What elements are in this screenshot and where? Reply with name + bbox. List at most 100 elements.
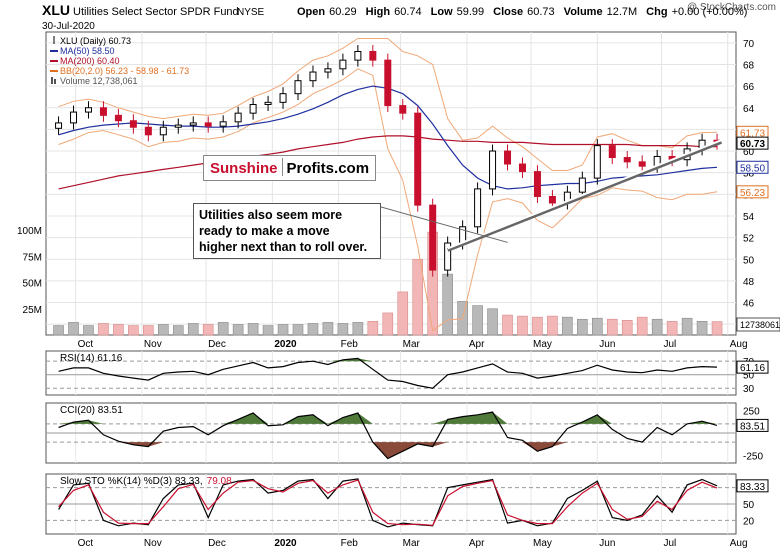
candle-body-30	[504, 150, 512, 165]
quote-value-2: 59.99	[457, 6, 485, 18]
candle-body-7	[159, 126, 167, 136]
brand-part-2: Profits.com	[286, 160, 370, 177]
legend-volume-icon-b-4	[54, 79, 56, 84]
price-axis: 7068666462605856545250484644	[743, 39, 755, 331]
candle-body-35	[578, 177, 586, 193]
volume-bar-38	[621, 319, 633, 336]
price-candles	[55, 44, 721, 277]
volume-bar-32	[532, 316, 543, 336]
x-label-bottom-7: May	[533, 538, 552, 549]
legend-text-2: MA(200) 60.40	[60, 56, 120, 66]
candle-body-0	[55, 122, 63, 129]
cci-panel: 250 -250 83.51 CCI(20) 83.51	[45, 402, 769, 464]
quote-label-5: Chg	[646, 6, 667, 18]
candle-body-23	[399, 105, 407, 114]
cci-line	[58, 411, 718, 460]
candle-body-16	[294, 80, 302, 95]
volume-bar-31	[517, 315, 528, 336]
volume-bar-24	[412, 259, 424, 336]
volume-axis: 100M 75M 50M 25M	[17, 226, 42, 316]
quote-value-0: 60.29	[329, 6, 357, 18]
x-axis-top: Oct Nov Dec 2020 Feb Mar Apr May Jun Jul Aug	[78, 339, 748, 350]
x-label-top-0: Oct	[78, 339, 94, 350]
cci-tick-1: -250	[743, 452, 763, 463]
volume-bar-12	[232, 324, 244, 336]
volume-bar-3	[98, 323, 109, 336]
volume-bar-14	[262, 325, 274, 336]
candle-body-28	[474, 188, 482, 228]
month-grid	[75, 32, 729, 335]
x-label-bottom-0: Oct	[78, 538, 94, 549]
volume-bar-43	[696, 321, 708, 336]
sto-badge-box	[736, 479, 769, 493]
candle-body-11	[219, 121, 227, 127]
watermark: @ StockCharts.com	[687, 2, 776, 13]
candle-body-8	[174, 124, 182, 128]
candle-body-24	[414, 112, 422, 206]
annotation-callout: Utilities also seem more ready to make a…	[193, 203, 381, 259]
sto-label: Slow STO %K(14) %D(3) 83.33, 79.08	[60, 476, 232, 487]
candle-body-38	[623, 157, 631, 163]
support-trendline	[380, 139, 723, 252]
x-label-top-8: Jun	[599, 339, 615, 350]
volume-bar-41	[666, 321, 678, 336]
price-tick-5: 60	[743, 147, 755, 158]
sto-line	[58, 478, 718, 528]
volume-bar-10	[202, 324, 214, 336]
volume-badge-box	[736, 317, 780, 332]
x-label-top-9: Jul	[663, 339, 676, 350]
volume-tick-3: 25M	[23, 305, 42, 316]
candle-body-36	[593, 145, 601, 179]
volume-bar-22	[382, 312, 394, 336]
candle-body-25	[429, 204, 437, 271]
x-label-bottom-10: Aug	[730, 538, 748, 549]
volume-bars	[53, 231, 723, 336]
volume-bar-13	[247, 323, 259, 336]
x-label-bottom-1: Nov	[144, 538, 162, 549]
cci-badge: 83.51	[740, 421, 765, 432]
trendline-shadow	[446, 139, 723, 252]
candle-body-10	[204, 122, 212, 127]
legend-text-4: Volume 12,738,061	[60, 76, 138, 86]
volume-tick-2: 50M	[23, 279, 42, 290]
rsi-line	[58, 357, 718, 389]
volume-bar-15	[277, 324, 289, 336]
volume-tick-0: 100M	[17, 226, 42, 237]
x-label-top-1: Nov	[144, 339, 162, 350]
quote-value-4: 12.7M	[607, 6, 638, 18]
quote-label-2: Low	[431, 6, 453, 18]
volume-badge: 12738061	[740, 320, 780, 330]
cci-badge-box	[736, 418, 769, 432]
candle-body-29	[489, 150, 497, 190]
volume-bar-28	[472, 305, 483, 336]
price-panel: 7068666462605856545250484644 100M75M50M2…	[17, 31, 780, 336]
x-label-bottom-6: Apr	[469, 538, 485, 549]
candle-body-15	[279, 93, 287, 103]
candle-body-18	[324, 68, 332, 73]
candle-body-22	[384, 59, 392, 107]
volume-bar-30	[502, 314, 513, 336]
quote-label-0: Open	[297, 6, 325, 18]
quote-value-3: 60.73	[527, 6, 555, 18]
candle-body-6	[144, 126, 152, 136]
candle-body-5	[129, 120, 137, 128]
quote-label-3: Close	[493, 6, 523, 18]
volume-bar-44	[711, 321, 723, 336]
bb-upper-line	[58, 38, 718, 171]
volume-bar-34	[562, 316, 573, 336]
rsi-tick-1: 50	[743, 371, 755, 382]
volume-bar-7	[158, 324, 169, 336]
sunshine-profits-logo: Sunshine Profits.com	[203, 155, 377, 181]
quote-row: Open 60.29 High 60.74 Low 59.99 Close 60.73 Volu…	[297, 6, 747, 18]
candle-body-20	[354, 50, 362, 61]
x-label-top-7: May	[533, 339, 552, 350]
candle-body-14	[264, 101, 272, 106]
price-tick-2: 66	[743, 82, 755, 93]
candle-body-32	[533, 171, 541, 197]
price-badge-box-2	[736, 160, 769, 174]
x-label-top-3: 2020	[274, 339, 297, 350]
volume-bar-20	[352, 322, 364, 336]
brand-separator	[281, 158, 283, 176]
volume-bar-40	[651, 318, 663, 336]
candle-body-2	[84, 107, 92, 113]
